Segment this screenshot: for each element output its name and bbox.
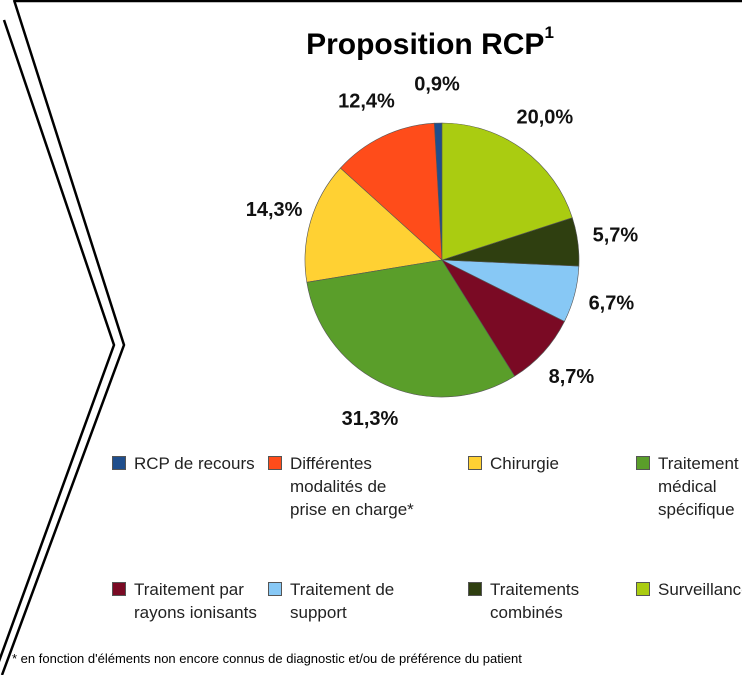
title-text: Proposition RCP: [306, 28, 544, 61]
data-label: 31,3%: [342, 408, 399, 430]
chart-title: Proposition RCP1: [306, 23, 554, 60]
data-label: 20,0%: [517, 107, 574, 129]
pie-slice: [441, 122, 573, 261]
title-superscript: 1: [544, 23, 553, 42]
data-label: 14,3%: [246, 199, 303, 221]
pie-slice: [339, 122, 443, 261]
footnote: * en fonction d'éléments non encore conn…: [12, 651, 522, 666]
data-label: 6,7%: [589, 292, 635, 314]
data-label: 0,9%: [414, 73, 460, 95]
data-label: 8,7%: [549, 366, 595, 388]
data-label: 5,7%: [593, 225, 639, 247]
pie-slice: [304, 167, 443, 283]
pie-slice: [306, 259, 516, 398]
data-label: 12,4%: [338, 90, 395, 112]
